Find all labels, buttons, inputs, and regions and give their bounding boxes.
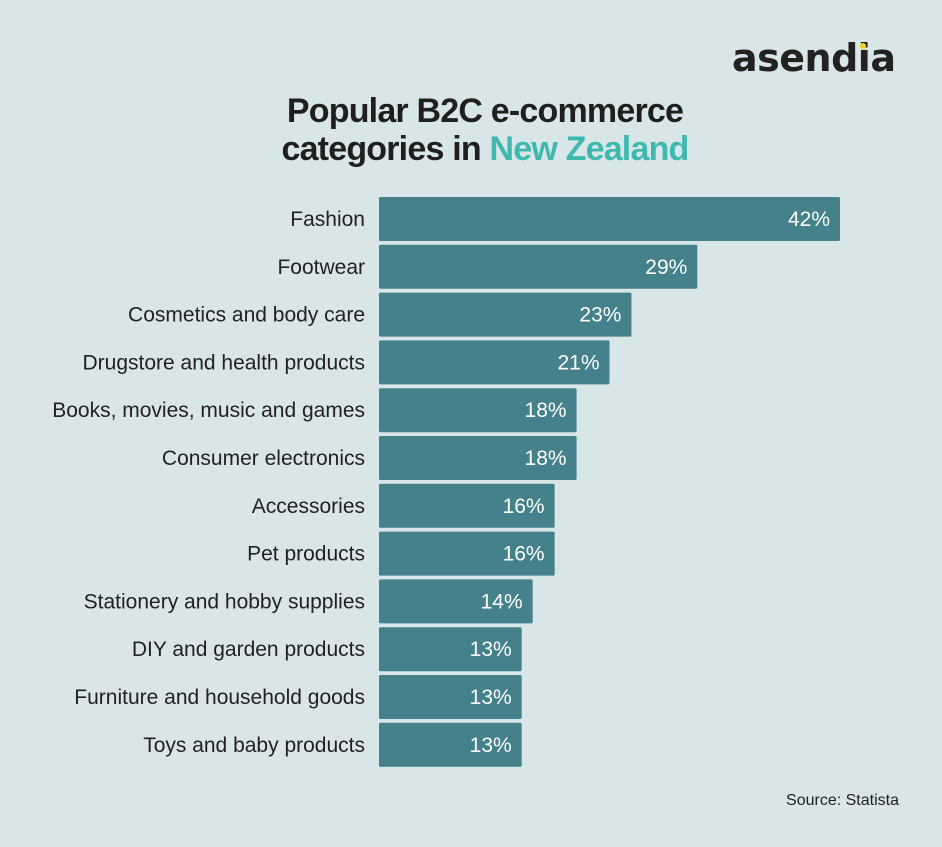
- value-label: 21%: [557, 351, 599, 374]
- category-label: Accessories: [252, 495, 365, 518]
- value-label: 18%: [525, 447, 567, 470]
- category-label: Consumer electronics: [162, 447, 365, 470]
- bar: [379, 579, 533, 624]
- bar: [379, 340, 610, 385]
- chart-title: Popular B2C e-commerce categories in New…: [0, 92, 942, 168]
- value-label: 13%: [470, 686, 512, 709]
- category-label: Fashion: [290, 208, 365, 231]
- category-label: Books, movies, music and games: [52, 399, 365, 422]
- bar: [379, 531, 555, 576]
- value-label: 16%: [503, 543, 545, 566]
- value-label: 13%: [470, 638, 512, 661]
- brand-logo: asendia: [732, 36, 896, 80]
- category-label: Drugstore and health products: [82, 351, 365, 374]
- bar: [379, 436, 577, 480]
- value-label: 18%: [525, 399, 567, 422]
- category-label: Pet products: [247, 543, 365, 566]
- category-label: Stationery and hobby supplies: [84, 590, 365, 613]
- title-accent: New Zealand: [489, 130, 689, 168]
- logo-dot-icon: [860, 43, 866, 49]
- category-label: DIY and garden products: [132, 638, 365, 661]
- title-line-1: Popular B2C e-commerce: [286, 92, 684, 130]
- value-label: 23%: [579, 304, 621, 327]
- value-label: 14%: [481, 590, 523, 613]
- source-note: Source: Statista: [786, 792, 899, 809]
- category-label: Cosmetics and body care: [128, 304, 365, 327]
- bar: [379, 197, 840, 241]
- value-label: 29%: [645, 256, 687, 279]
- bar: [379, 244, 698, 289]
- title-line-2: categories in New Zealand: [0, 130, 942, 168]
- bar: [379, 483, 555, 528]
- value-label: 16%: [503, 495, 545, 518]
- title-line-2-prefix: categories in: [281, 130, 490, 168]
- bar: [379, 388, 577, 433]
- bar: [379, 722, 522, 767]
- category-label: Furniture and household goods: [74, 686, 365, 709]
- bar: [379, 292, 632, 337]
- value-label: 42%: [788, 208, 830, 231]
- category-label: Toys and baby products: [143, 734, 365, 757]
- bar: [379, 675, 522, 719]
- bar: [379, 627, 522, 672]
- category-label: Footwear: [277, 256, 365, 279]
- value-label: 13%: [470, 734, 512, 757]
